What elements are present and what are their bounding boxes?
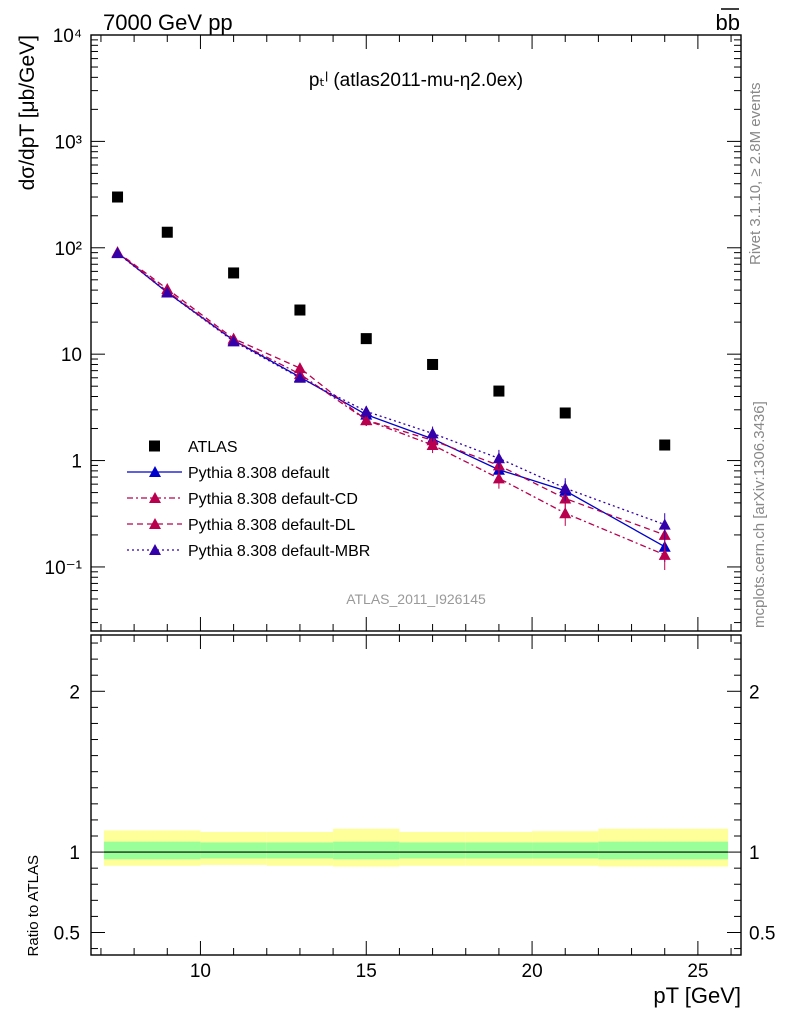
ratio-tick-label: 2 xyxy=(69,682,80,703)
series-marker-4 xyxy=(227,335,240,347)
series-marker-2 xyxy=(492,472,505,484)
atlas-data-point xyxy=(112,191,124,203)
legend-marker xyxy=(149,466,161,477)
analysis-id: ATLAS_2011_I926145 xyxy=(346,591,486,607)
ratio-band-inner xyxy=(103,841,201,860)
series-marker-4 xyxy=(426,427,439,439)
atlas-data-point xyxy=(427,358,439,370)
series-marker-4 xyxy=(492,452,505,464)
series-marker-4 xyxy=(161,286,174,298)
ratio-tick-label-right: 1 xyxy=(749,843,760,864)
legend-marker xyxy=(149,544,161,555)
atlas-data-point xyxy=(228,267,240,279)
rivet-label: Rivet 3.1.10, ≥ 2.8M events xyxy=(747,83,764,266)
ratio-band-inner xyxy=(399,842,466,859)
atlas-data-point xyxy=(659,439,671,451)
ratio-band-inner xyxy=(266,842,334,859)
main-panel-frame xyxy=(90,34,742,632)
series-line-2 xyxy=(117,252,665,556)
x-axis-title: pT [GeV] xyxy=(653,983,741,1008)
series-marker-4 xyxy=(111,247,124,259)
legend-label: Pythia 8.308 default-MBR xyxy=(188,543,370,560)
legend-label: Pythia 8.308 default-DL xyxy=(188,517,355,534)
legend-marker xyxy=(149,440,160,452)
legend-label: ATLAS xyxy=(188,439,238,456)
series-marker-2 xyxy=(559,507,572,519)
atlas-data-point xyxy=(161,226,173,238)
y-tick-label: 10² xyxy=(55,239,82,260)
legend-marker xyxy=(149,492,161,503)
tick-layer: 10 15 20 25 10⁻¹ 1 10 10² 10³ 10⁴ 0.5 0.5 1 1 2 2 xyxy=(45,26,776,982)
legend-label: Pythia 8.308 default-CD xyxy=(188,491,358,508)
y-tick-label: 10⁻¹ xyxy=(45,558,83,579)
mcplots-label: mcplots.cern.ch [arXiv:1306.3436] xyxy=(751,401,768,628)
y-tick-label: 10⁴ xyxy=(53,26,82,47)
ratio-band xyxy=(103,828,729,867)
plot-title: pₜˡ (atlas2011-mu-η2.0ex) xyxy=(309,70,523,91)
y-axis-title: dσ/dpT [μb/GeV] xyxy=(16,35,39,190)
series-marker-4 xyxy=(658,518,671,530)
x-tick-label: 15 xyxy=(356,961,377,982)
series-marker-4 xyxy=(293,371,306,383)
atlas-data-point xyxy=(493,385,505,397)
series-marker-4 xyxy=(559,482,572,494)
series-marker-2 xyxy=(658,548,671,560)
legend-marker xyxy=(149,518,161,529)
ratio-band-inner xyxy=(333,841,400,860)
process-label: bb xyxy=(716,10,740,35)
ratio-band-inner xyxy=(200,842,267,859)
x-tick-label: 10 xyxy=(190,961,211,982)
ratio-band-inner xyxy=(598,841,729,860)
ratio-panel-frame xyxy=(90,634,742,956)
x-tick-label: 25 xyxy=(687,961,708,982)
series-line-4 xyxy=(117,252,665,526)
series-layer xyxy=(111,191,671,571)
ratio-tick-label-right: 0.5 xyxy=(749,923,775,944)
y-tick-label: 10 xyxy=(61,345,82,366)
y-tick-label: 1 xyxy=(71,452,82,473)
ratio-tick-label-right: 2 xyxy=(749,682,760,703)
ratio-tick-label: 1 xyxy=(69,843,80,864)
ratio-axis-title: Ratio to ATLAS xyxy=(25,855,42,956)
atlas-data-point xyxy=(360,333,372,345)
legend: ATLAS Pythia 8.308 default Pythia 8.308 de… xyxy=(127,439,370,560)
series-marker-3 xyxy=(360,414,373,426)
energy-label: 7000 GeV pp xyxy=(103,10,233,35)
x-tick-label: 20 xyxy=(522,961,543,982)
series-marker-3 xyxy=(293,362,306,374)
ratio-band-inner xyxy=(532,842,599,859)
atlas-data-point xyxy=(294,304,306,316)
y-tick-label: 10³ xyxy=(55,132,82,153)
series-marker-4 xyxy=(360,405,373,417)
ratio-tick-label: 0.5 xyxy=(54,923,80,944)
legend-label: Pythia 8.308 default xyxy=(188,465,330,482)
ratio-band-inner xyxy=(465,842,533,859)
atlas-data-point xyxy=(559,407,571,419)
